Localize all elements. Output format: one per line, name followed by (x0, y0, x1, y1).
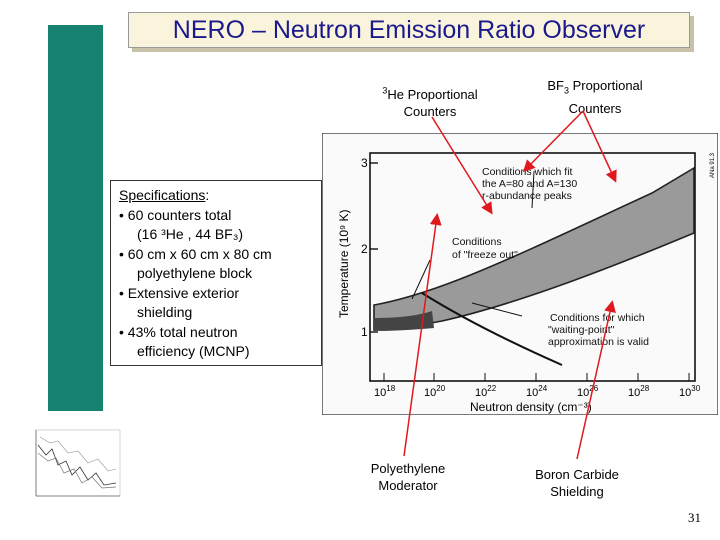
thumbnail-plot-image (35, 429, 121, 497)
svg-text:approximation is valid: approximation is valid (548, 336, 649, 348)
x-tick-labels: 1018 1020 1022 1024 1026 1028 1030 (374, 384, 701, 399)
x-axis-label: Neutron density (cm⁻³) (470, 400, 592, 414)
spec-line: • 43% total neutron (119, 323, 238, 340)
svg-text:the A=80 and A=130: the A=80 and A=130 (482, 178, 577, 190)
page-number: 31 (688, 510, 701, 525)
he3-label-line2: Counters (403, 104, 457, 120)
r-process-figure: 3 2 1 1018 1020 1022 1024 1026 1028 1030… (322, 133, 718, 415)
svg-text:"waiting-point": "waiting-point" (548, 324, 615, 336)
spec-line: polyethylene block (137, 265, 253, 281)
freeze-pointer (411, 259, 431, 300)
svg-text:of "freeze out": of "freeze out" (452, 249, 518, 261)
he3-counters-label: 3He Proportional Counters (366, 83, 494, 120)
spec-line: • 60 cm x 60 cm x 80 cm (119, 245, 272, 262)
freeze-out-curve (421, 292, 563, 366)
y-tick-3: 3 (361, 156, 368, 170)
corner-tag: ANa 91.3 (710, 152, 716, 178)
x-tick-label: 1020 (424, 384, 446, 399)
spec-line: • Extensive exterior (119, 284, 240, 301)
x-tick-label: 1026 (577, 384, 599, 399)
band-shadow (374, 311, 434, 331)
slide-title: NERO – Neutron Emission Ratio Observer (128, 12, 690, 48)
svg-text:Conditions for which: Conditions for which (550, 312, 645, 324)
spec-line: efficiency (MCNP) (137, 343, 250, 359)
spec-line: shielding (137, 304, 193, 320)
fit-pointer (531, 170, 535, 209)
spec-line: • 60 counters total (119, 206, 232, 223)
svg-text:Conditions: Conditions (452, 236, 502, 248)
y-axis-label: Temperature (10⁹ K) (337, 209, 351, 318)
he3-arrow (431, 116, 493, 215)
y-tick-1: 1 (361, 325, 368, 339)
boron-arrow (576, 300, 616, 460)
x-tick-label: 1024 (526, 384, 548, 399)
svg-text:r-abundance peaks: r-abundance peaks (482, 190, 572, 202)
y-tick-2: 2 (361, 242, 368, 256)
x-tick-label: 1018 (374, 384, 396, 399)
x-ticks (383, 373, 690, 381)
x-tick-label: 1028 (628, 384, 650, 399)
polyethylene-moderator-label: Polyethylene Moderator (370, 461, 446, 493)
specs-heading: Specifications: (119, 187, 210, 203)
bf3-arrow-left (522, 110, 584, 173)
waiting-pointer (471, 302, 523, 317)
plot-box (369, 152, 696, 382)
specifications-box: Specifications: • 60 counters total (16 … (110, 180, 322, 366)
decorative-green-bar (48, 25, 103, 411)
spec-line: (16 ³He , 44 BF₃) (137, 226, 244, 242)
he3-label-line1: 3He Proportional (382, 86, 478, 103)
x-tick-label: 1022 (475, 384, 497, 399)
bf3-arrow-right (582, 110, 617, 183)
boron-carbide-shielding-label: Boron Carbide Shielding (535, 467, 619, 499)
bf3-label-line1: BF3 Proportional (547, 78, 643, 96)
poly-arrow (403, 213, 442, 457)
x-tick-label: 1030 (679, 384, 701, 399)
annotation-waiting-point: Conditions for which "waiting-point" app… (548, 312, 649, 348)
annotation-freeze-out: Conditions of "freeze out" (452, 236, 518, 261)
